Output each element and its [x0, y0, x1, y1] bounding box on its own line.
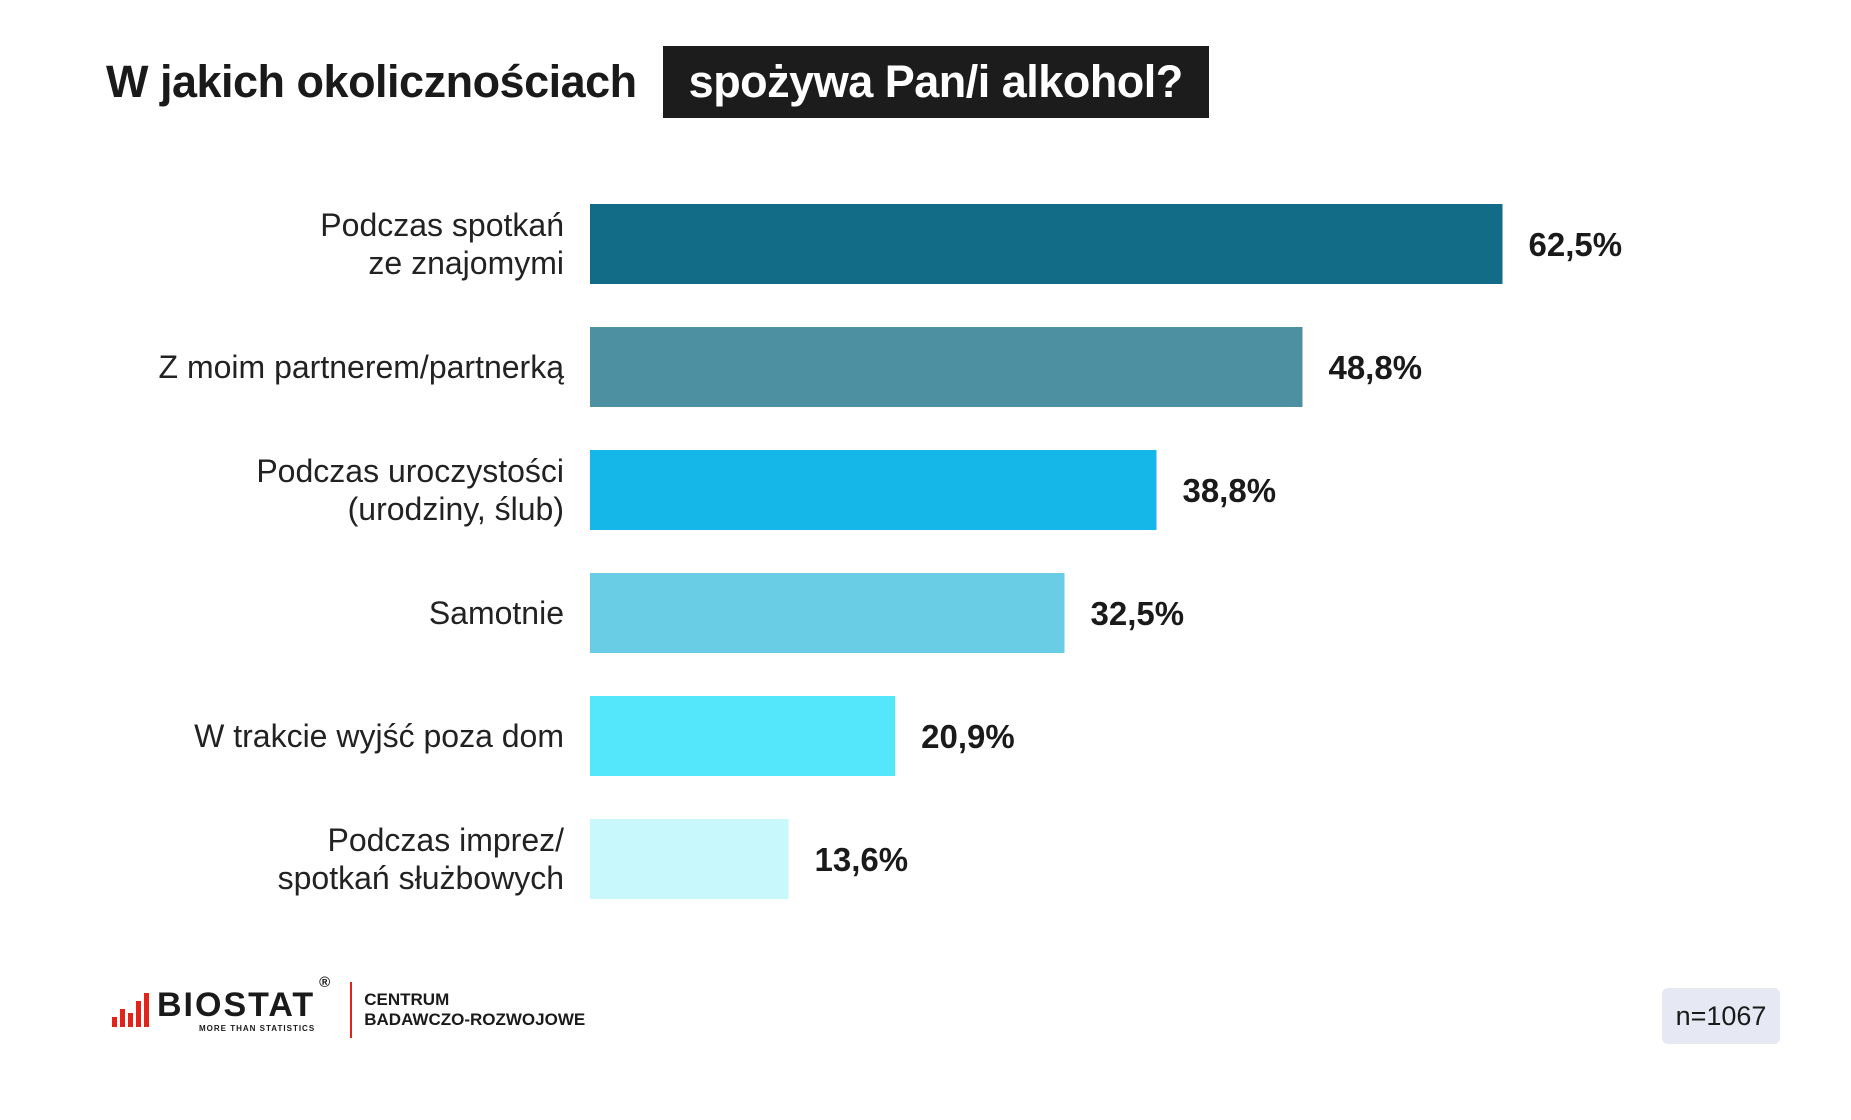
category-label-4: Samotnie	[429, 595, 564, 631]
category-label-line: Podczas imprez/	[327, 822, 564, 858]
value-label-2: 48,8%	[1328, 349, 1422, 386]
brand-name: BIOSTAT	[157, 985, 316, 1024]
title-part-plain: W jakich okolicznościach	[106, 56, 637, 107]
category-label-line: ze znajomymi	[368, 245, 564, 281]
value-label-3: 38,8%	[1182, 472, 1276, 509]
brand-tagline: MORE THAN STATISTICS	[199, 1023, 316, 1033]
bar-4	[590, 573, 1065, 653]
bar-3	[590, 450, 1157, 530]
bar-6	[590, 819, 789, 899]
bar-1	[590, 204, 1503, 284]
bar-chart-icon	[112, 993, 149, 1027]
category-label-6: Podczas imprez/spotkań służbowych	[278, 822, 564, 896]
biostat-logo: BIOSTAT MORE THAN STATISTICS ® CENTRUM B…	[112, 974, 585, 1038]
registered-mark: ®	[319, 974, 331, 991]
category-label-2: Z moim partnerem/partnerką	[159, 349, 565, 385]
category-label-1: Podczas spotkań ze znajomymi	[320, 207, 564, 281]
title-part-highlighted: spożywa Pan/i alkohol?	[662, 46, 1209, 118]
centre-line-2: BADAWCZO-ROZWOJOWE	[364, 1010, 586, 1029]
category-label-line: Podczas uroczystości	[256, 453, 564, 489]
centre-line-1: CENTRUM	[364, 990, 450, 1009]
logo-divider	[350, 982, 353, 1038]
value-label-6: 13,6%	[815, 841, 909, 878]
value-label-4: 32,5%	[1091, 595, 1185, 632]
bar-2	[590, 327, 1303, 407]
category-label-line: Podczas spotkań	[320, 207, 564, 243]
value-label-1: 62,5%	[1529, 226, 1623, 263]
category-label-line: W trakcie wyjść poza dom	[194, 718, 564, 754]
category-label-3: Podczas uroczystości (urodziny, ślub)	[256, 453, 564, 527]
chart-title: W jakich okolicznościach spożywa Pan/i a…	[106, 46, 1209, 118]
sample-size-badge: n=1067	[1662, 988, 1780, 1044]
category-label-line: Z moim partnerem/partnerką	[159, 349, 565, 385]
category-label-5: W trakcie wyjść poza dom	[194, 718, 564, 754]
category-label-line: spotkań służbowych	[278, 860, 564, 896]
category-label-line: Samotnie	[429, 595, 564, 631]
centre-name: CENTRUM BADAWCZO-ROZWOJOWE	[364, 990, 585, 1030]
value-label-5: 20,9%	[921, 718, 1015, 755]
category-label-line: (urodziny, ślub)	[348, 491, 564, 527]
logo-wordmark: BIOSTAT MORE THAN STATISTICS	[157, 988, 315, 1033]
bar-5	[590, 696, 896, 776]
